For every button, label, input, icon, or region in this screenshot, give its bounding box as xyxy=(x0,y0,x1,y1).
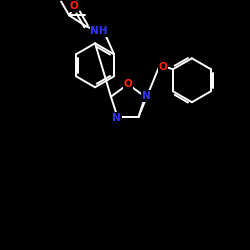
Text: O: O xyxy=(158,62,167,72)
Text: O: O xyxy=(124,79,132,89)
Text: NH: NH xyxy=(90,26,108,36)
Text: O: O xyxy=(70,1,78,11)
Text: N: N xyxy=(142,91,150,101)
Text: N: N xyxy=(112,113,121,123)
